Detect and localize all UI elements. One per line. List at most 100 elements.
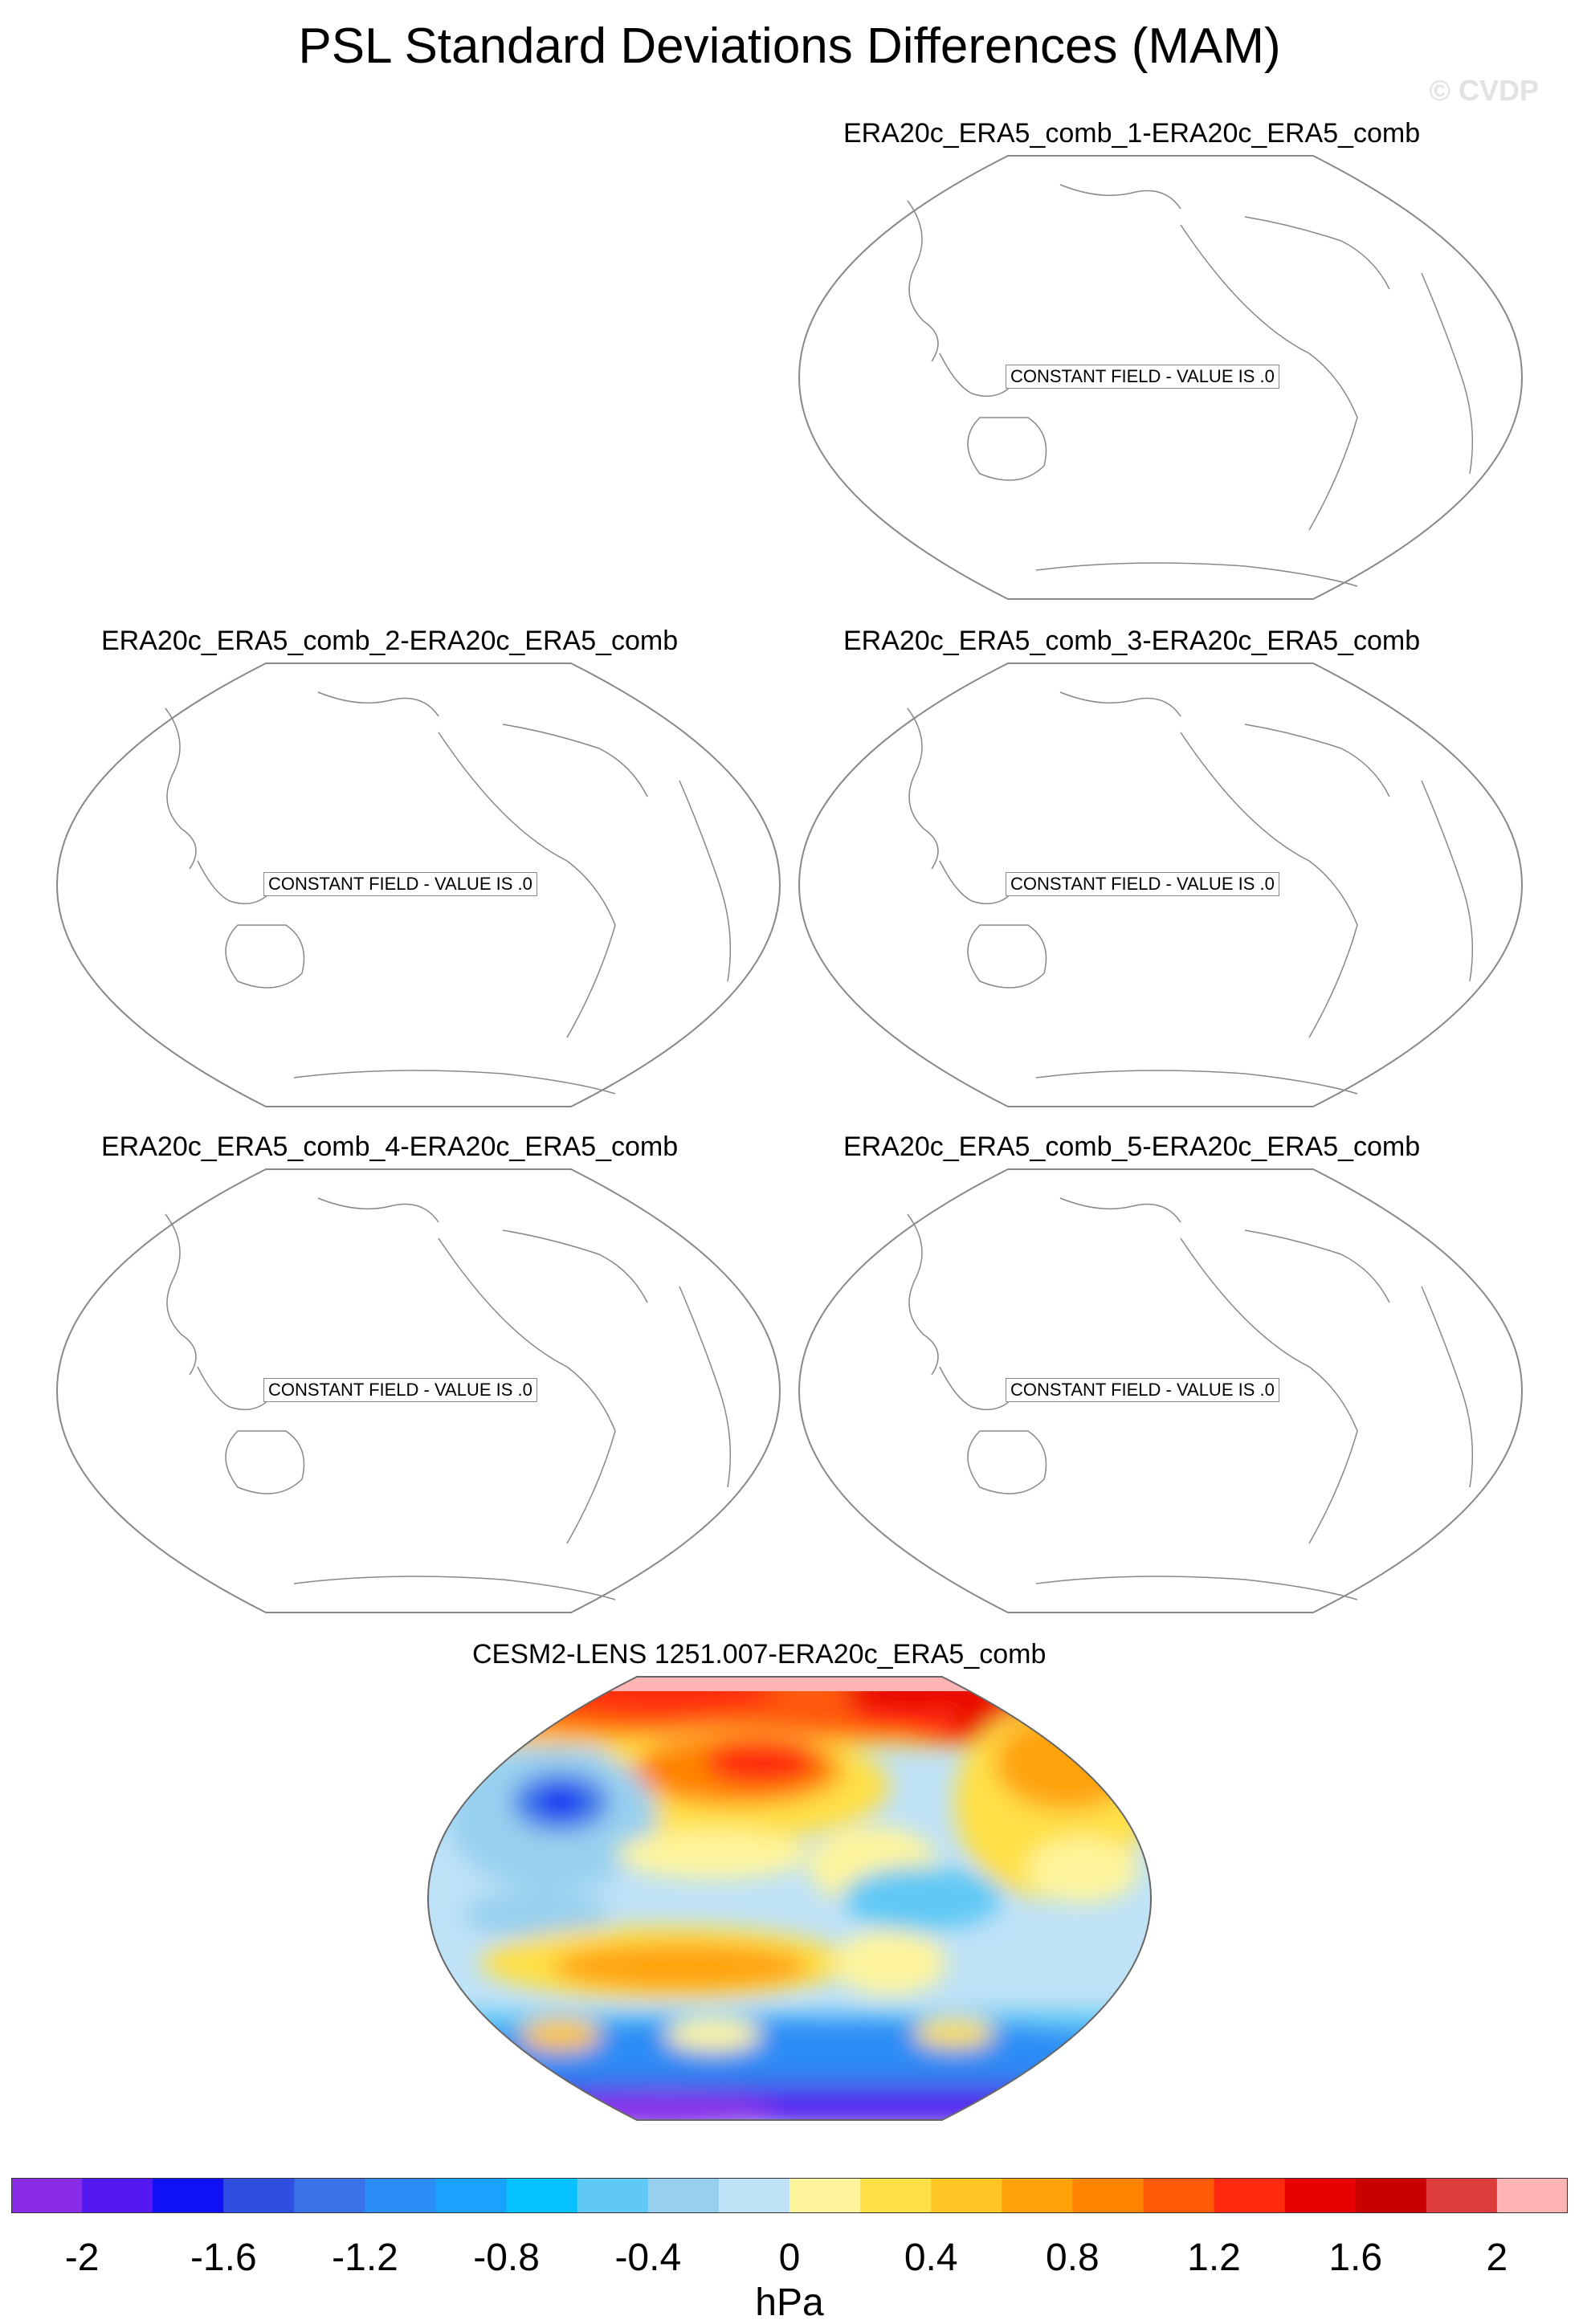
world-map-outline bbox=[55, 663, 781, 1107]
colorbar-swatch bbox=[365, 2178, 437, 2213]
coastline bbox=[438, 732, 616, 1038]
map-border bbox=[798, 663, 1524, 1107]
colorbar-swatch bbox=[718, 2178, 790, 2213]
colorbar-tick-label: -1.2 bbox=[332, 2236, 398, 2279]
coastline bbox=[907, 707, 939, 870]
coastline bbox=[1244, 724, 1390, 797]
coastline bbox=[317, 691, 439, 717]
panel-5-constant-label: CONSTANT FIELD - VALUE IS .0 bbox=[1006, 1378, 1279, 1402]
colorbar-swatch bbox=[860, 2178, 932, 2213]
coastline bbox=[907, 1213, 939, 1376]
map-border bbox=[798, 1168, 1524, 1613]
coastline bbox=[1035, 562, 1358, 587]
colorbar-tick-label: 2 bbox=[1486, 2236, 1508, 2279]
colorbar-swatch bbox=[82, 2178, 153, 2213]
coastline bbox=[1059, 184, 1181, 210]
world-map-outline bbox=[798, 1168, 1524, 1613]
map-border bbox=[798, 155, 1524, 600]
colorbar-swatch bbox=[1214, 2178, 1286, 2213]
watermark: © CVDP bbox=[1429, 74, 1539, 107]
colorbar-swatch bbox=[790, 2178, 861, 2213]
colorbar-swatch bbox=[931, 2178, 1002, 2213]
world-map-outline bbox=[798, 155, 1524, 600]
coastline bbox=[939, 353, 1013, 398]
colorbar-tick-label: 0.8 bbox=[1046, 2236, 1100, 2279]
coastline bbox=[1244, 1229, 1390, 1303]
panel-5-title: ERA20c_ERA5_comb_5-ERA20c_ERA5_comb bbox=[843, 1131, 1421, 1162]
colorbar-frame bbox=[11, 2178, 1568, 2213]
panel-2-constant-label: CONSTANT FIELD - VALUE IS .0 bbox=[263, 872, 537, 896]
coastline bbox=[1059, 691, 1181, 717]
colorbar-swatch bbox=[435, 2178, 508, 2213]
colorbar-tick-label: -0.4 bbox=[614, 2236, 682, 2279]
colorbar-swatch bbox=[1002, 2178, 1073, 2213]
coastline bbox=[1421, 780, 1474, 982]
colorbar-swatch bbox=[223, 2178, 295, 2213]
colorbar-swatch bbox=[577, 2178, 649, 2213]
coastline bbox=[317, 1197, 439, 1223]
map-border bbox=[55, 663, 781, 1107]
coastline bbox=[1035, 1070, 1358, 1095]
panel-1-title: ERA20c_ERA5_comb_1-ERA20c_ERA5_comb bbox=[843, 118, 1421, 149]
coastline bbox=[197, 860, 271, 905]
colorbar-tick-label: 1.2 bbox=[1187, 2236, 1241, 2279]
colorbar-tick-label: -0.8 bbox=[473, 2236, 540, 2279]
colorbar-tick-label: 0.4 bbox=[904, 2236, 958, 2279]
panel-2-map: CONSTANT FIELD - VALUE IS .0 bbox=[53, 660, 784, 1110]
coastline bbox=[1421, 1286, 1474, 1488]
colorbar-swatch bbox=[1426, 2178, 1498, 2213]
coastline bbox=[197, 1366, 271, 1411]
coastline bbox=[1180, 1237, 1358, 1544]
coastline bbox=[967, 417, 1047, 481]
figure-title: PSL Standard Deviations Differences (MAM… bbox=[298, 18, 1281, 74]
coastline bbox=[165, 1213, 197, 1376]
colorbar-tick-label: -1.6 bbox=[190, 2236, 257, 2279]
colorbar-swatch bbox=[1143, 2178, 1215, 2213]
coastline bbox=[225, 1430, 305, 1494]
coastline bbox=[1180, 224, 1358, 531]
panel-3-constant-label: CONSTANT FIELD - VALUE IS .0 bbox=[1006, 872, 1279, 896]
coastline bbox=[1421, 272, 1474, 475]
panel-4-title: ERA20c_ERA5_comb_4-ERA20c_ERA5_comb bbox=[101, 1131, 679, 1162]
colorbar-tick-label: 0 bbox=[778, 2236, 801, 2279]
colorbar-units: hPa bbox=[755, 2281, 824, 2324]
coastline bbox=[502, 1229, 648, 1303]
world-map-outline bbox=[798, 663, 1524, 1107]
panel-4-map: CONSTANT FIELD - VALUE IS .0 bbox=[53, 1166, 784, 1616]
colorbar-tick-label: -2 bbox=[64, 2236, 100, 2279]
panel-6-title: CESM2-LENS 1251.007-ERA20c_ERA5_comb bbox=[472, 1639, 1047, 1670]
panel-5-map: CONSTANT FIELD - VALUE IS .0 bbox=[795, 1166, 1526, 1616]
coastline bbox=[939, 860, 1013, 905]
coastline bbox=[1035, 1576, 1358, 1600]
coastline bbox=[165, 707, 197, 870]
coastline bbox=[967, 924, 1047, 989]
colorbar-swatch bbox=[1284, 2178, 1357, 2213]
coastline bbox=[1059, 1197, 1181, 1223]
colorbar-swatch bbox=[647, 2178, 720, 2213]
panel-6-heatmap bbox=[426, 1676, 1153, 2121]
map-border bbox=[55, 1168, 781, 1613]
world-map-outline bbox=[55, 1168, 781, 1613]
panel-1-constant-label: CONSTANT FIELD - VALUE IS .0 bbox=[1006, 365, 1279, 389]
panel-2-title: ERA20c_ERA5_comb_2-ERA20c_ERA5_comb bbox=[101, 626, 679, 656]
panel-3-title: ERA20c_ERA5_comb_3-ERA20c_ERA5_comb bbox=[843, 626, 1421, 656]
panel-4-constant-label: CONSTANT FIELD - VALUE IS .0 bbox=[263, 1378, 537, 1402]
colorbar-swatch bbox=[1496, 2178, 1568, 2213]
coastline bbox=[939, 1366, 1013, 1411]
coastline bbox=[679, 780, 732, 982]
colorbar bbox=[11, 2178, 1568, 2213]
colorbar-swatch bbox=[1072, 2178, 1144, 2213]
panel-1-map: CONSTANT FIELD - VALUE IS .0 bbox=[795, 153, 1526, 602]
colorbar-tick-label: 1.6 bbox=[1328, 2236, 1383, 2279]
colorbar-swatch bbox=[506, 2178, 578, 2213]
coastline bbox=[1244, 216, 1390, 290]
coastline bbox=[293, 1070, 616, 1095]
colorbar-swatch bbox=[294, 2178, 365, 2213]
coastline bbox=[907, 200, 939, 362]
coastline bbox=[438, 1237, 616, 1544]
colorbar-swatch bbox=[11, 2178, 83, 2213]
coastline bbox=[1180, 732, 1358, 1038]
colorbar-swatch bbox=[1355, 2178, 1427, 2213]
coastline bbox=[293, 1576, 616, 1600]
colorbar-swatch bbox=[153, 2178, 224, 2213]
